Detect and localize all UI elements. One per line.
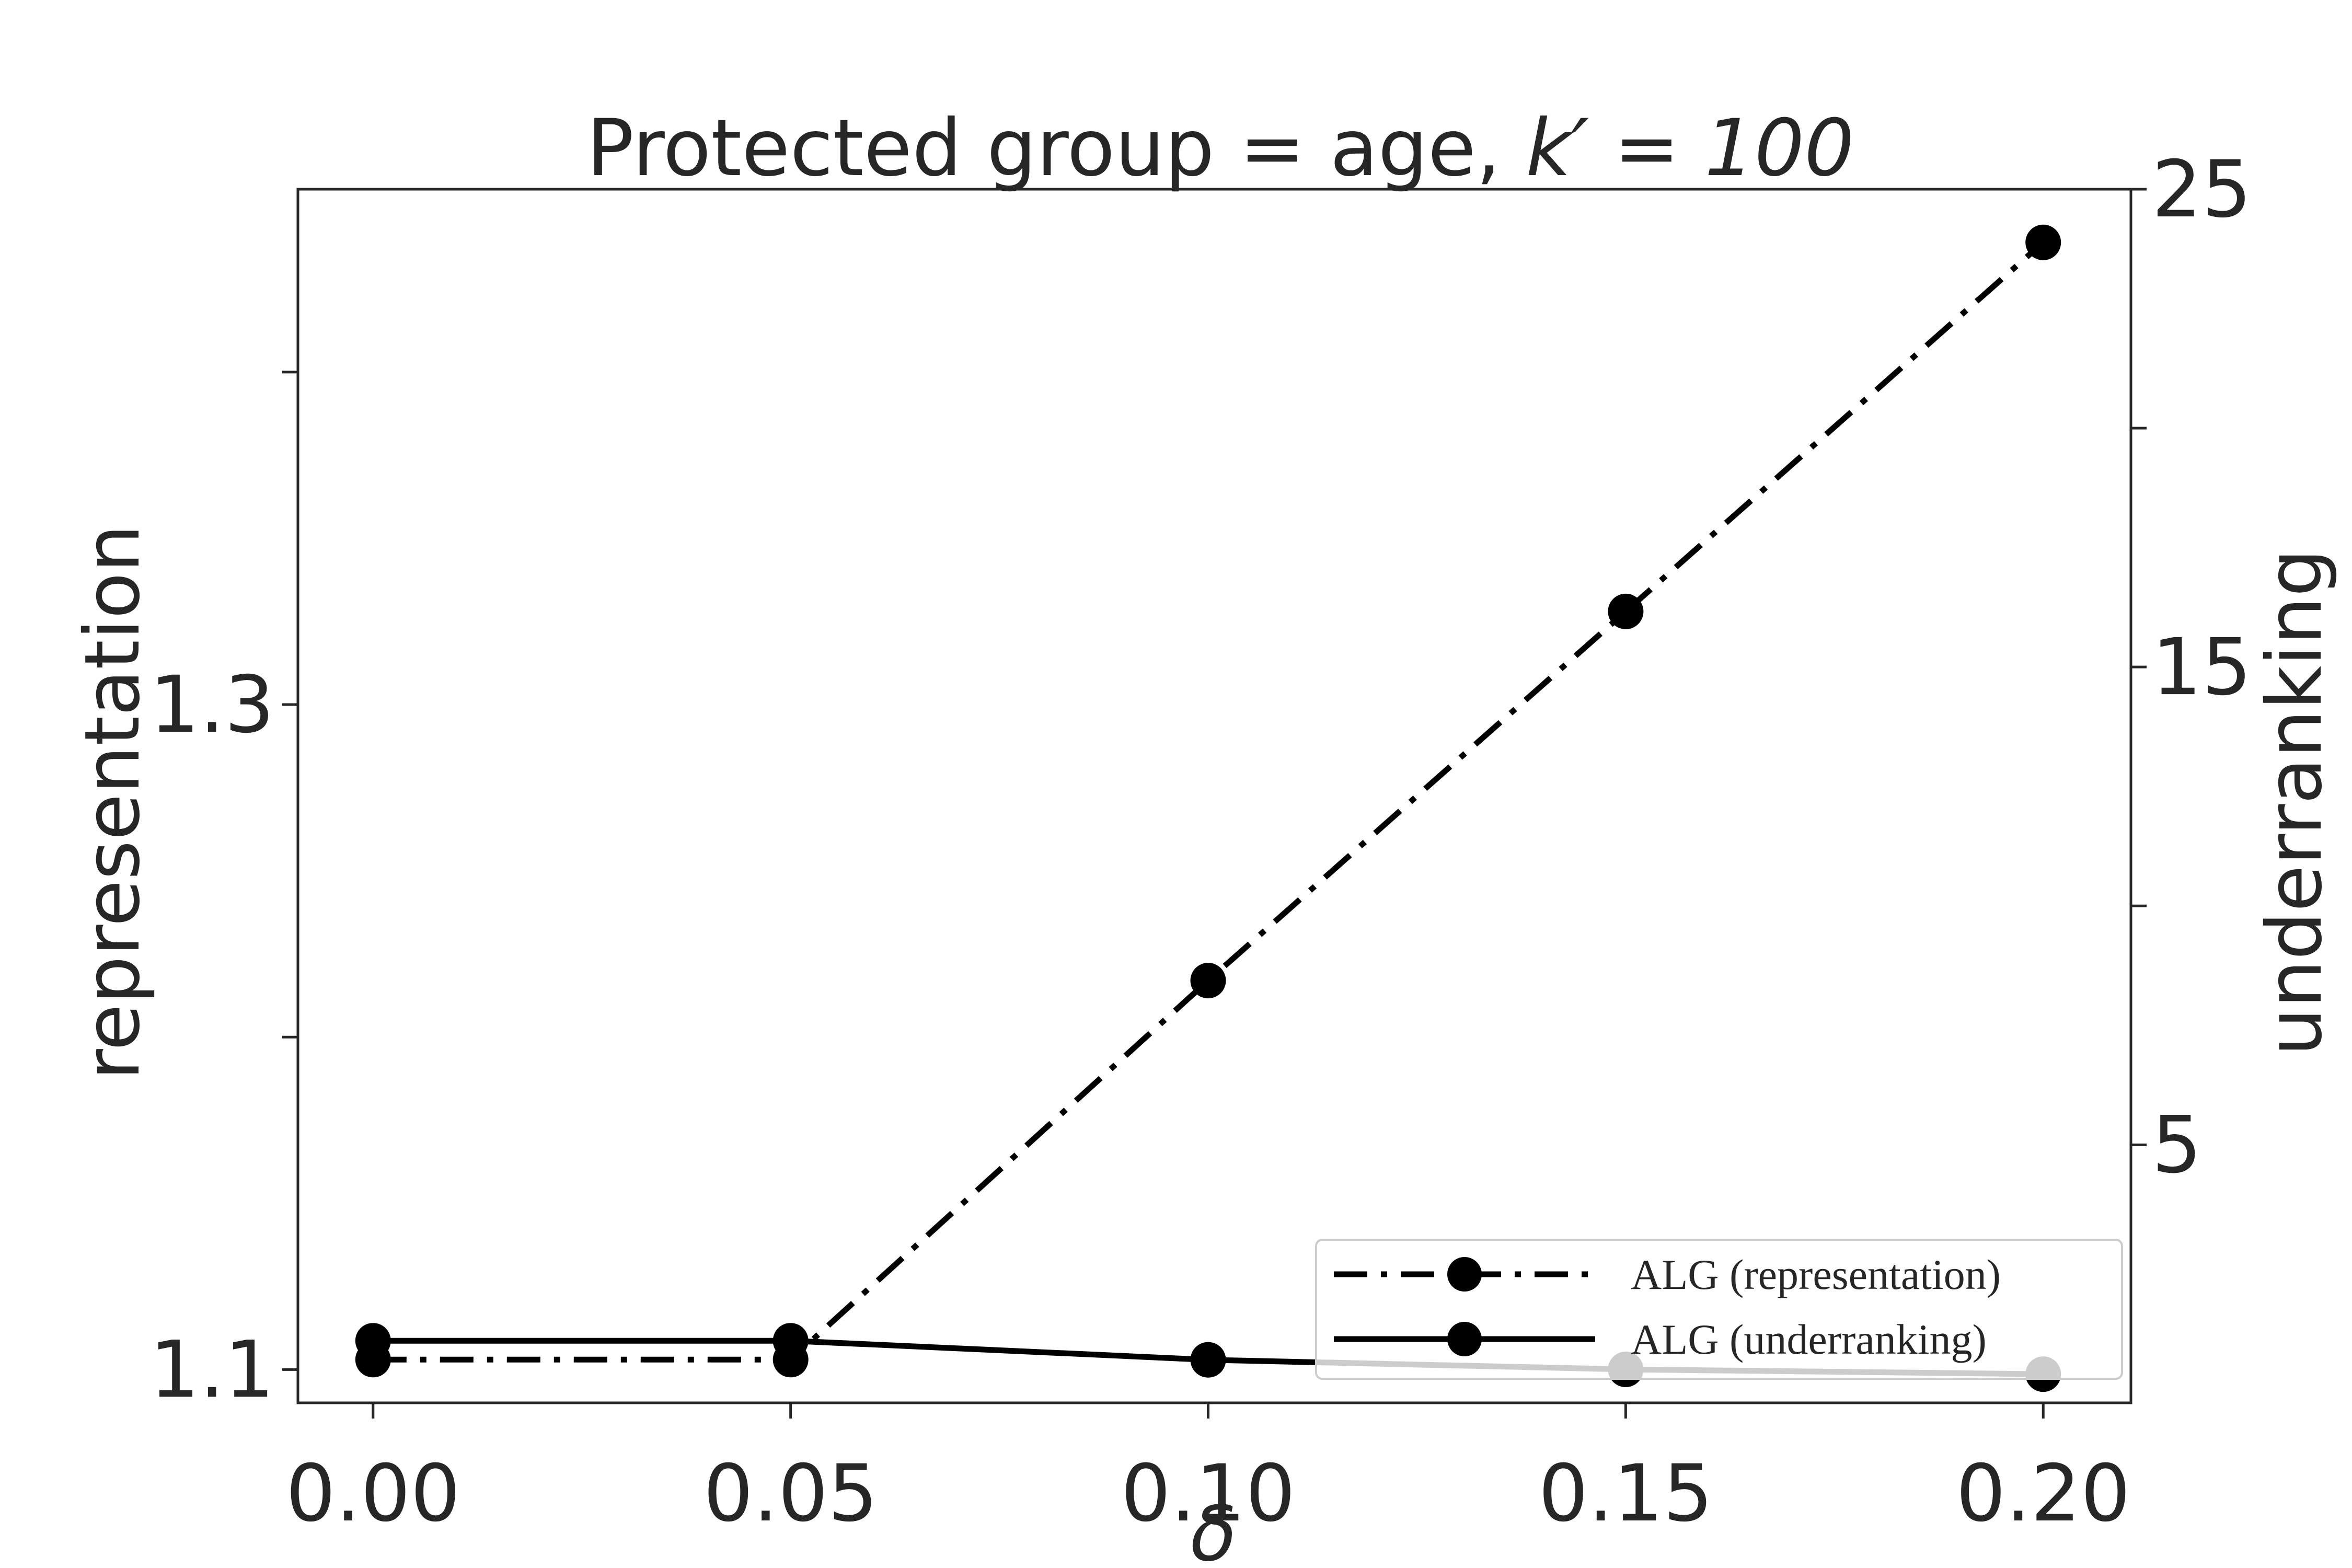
right-y-tick-label-4: 25 xyxy=(2152,144,2252,235)
x-tick-label-2: 0.10 xyxy=(1121,1448,1296,1539)
legend-swatch-underranking-marker xyxy=(1447,1322,1482,1356)
series-line-representation xyxy=(373,240,2045,1363)
data-point-representation-2 xyxy=(1190,963,1226,999)
legend-swatch-representation-marker xyxy=(1447,1257,1482,1292)
right-y-tick-label-0: 5 xyxy=(2152,1100,2201,1191)
chart-title-math: k′ = 100 xyxy=(1526,103,1854,194)
legend-label-underranking: ALG (underranking) xyxy=(1631,1316,1987,1363)
chart-title: Protected group = age, k′ = 100 xyxy=(586,103,1854,194)
data-point-underranking-1 xyxy=(773,1323,809,1359)
x-tick-label-1: 0.05 xyxy=(704,1448,878,1539)
data-point-representation-4 xyxy=(2025,224,2061,260)
right-y-axis: 5 15 25 xyxy=(2131,144,2252,1191)
plot-frame xyxy=(296,188,2132,1404)
x-tick-label-0: 0.00 xyxy=(286,1448,460,1539)
right-y-axis-label: underranking xyxy=(2251,549,2339,1056)
legend-label-representation: ALG (representation) xyxy=(1631,1251,2001,1298)
left-y-axis: 1.1 1.3 xyxy=(149,371,298,1415)
x-tick-label-3: 0.15 xyxy=(1538,1448,1713,1539)
data-point-representation-3 xyxy=(1608,593,1644,629)
data-point-underranking-2 xyxy=(1190,1342,1226,1378)
x-axis: 0.00 0.05 0.10 0.15 0.20 xyxy=(286,1403,2130,1539)
chart-title-text: Protected group = age, xyxy=(586,103,1526,194)
legend: ALG (representation) ALG (underranking) xyxy=(1315,1239,2123,1380)
left-y-axis-label: representation xyxy=(68,524,157,1080)
data-point-underranking-0 xyxy=(355,1323,391,1359)
x-tick-label-4: 0.20 xyxy=(1956,1448,2130,1539)
left-y-tick-label-2: 1.3 xyxy=(149,660,274,751)
right-y-tick-label-2: 15 xyxy=(2152,622,2252,713)
x-axis-label: δ xyxy=(1191,1490,1237,1568)
left-y-tick-label-0: 1.1 xyxy=(149,1324,274,1415)
